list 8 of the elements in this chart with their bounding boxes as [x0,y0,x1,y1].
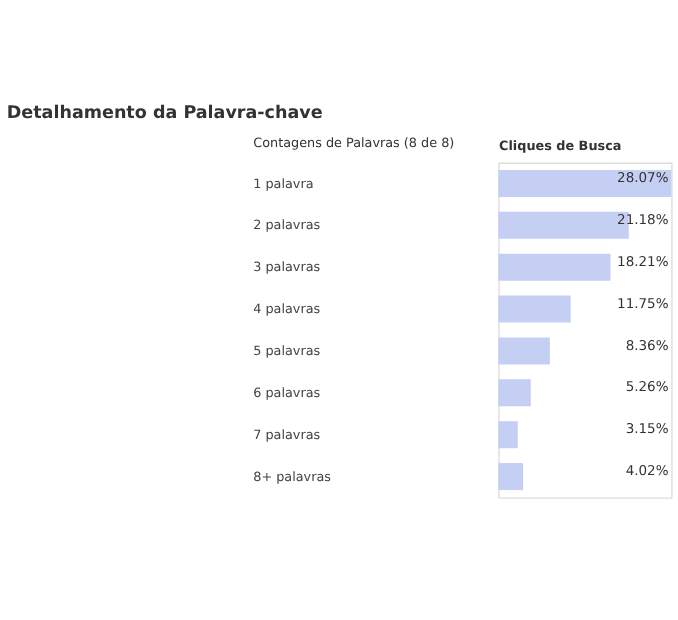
bar [498,421,518,449]
bar [498,295,571,323]
bar [498,337,550,365]
text: Detalhamento da Palavra-chave [6,103,323,124]
bar [498,169,672,197]
bar [498,379,531,407]
bar [498,463,524,491]
bar [498,253,611,281]
